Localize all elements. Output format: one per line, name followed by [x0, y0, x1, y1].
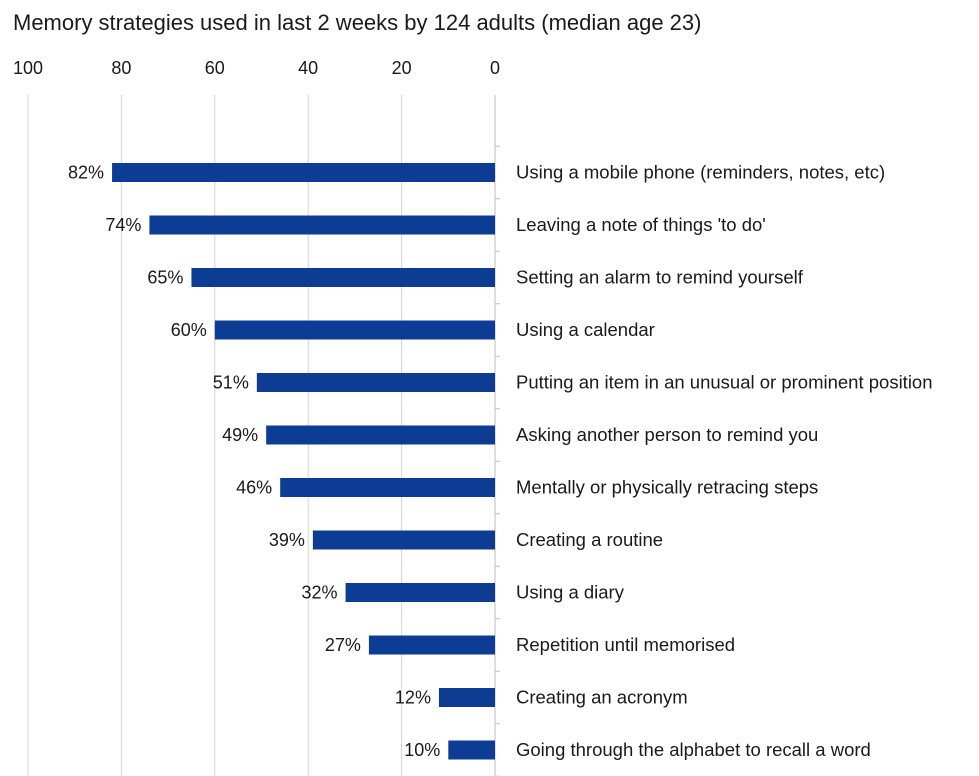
data-label: 49% [222, 425, 258, 445]
bar [149, 215, 496, 235]
category-label: Leaving a note of things 'to do' [516, 214, 766, 235]
bar [312, 530, 495, 550]
category-label: Asking another person to remind you [516, 424, 818, 445]
bar [214, 320, 496, 340]
data-label: 27% [325, 635, 361, 655]
data-label: 82% [68, 163, 104, 183]
x-tick-label: 40 [298, 58, 318, 78]
x-tick-label: 0 [490, 58, 500, 78]
x-tick-label: 20 [392, 58, 412, 78]
bar [191, 268, 495, 287]
data-label: 39% [269, 530, 305, 550]
bar [368, 635, 495, 655]
category-label: Going through the alphabet to recall a w… [516, 739, 871, 760]
data-label: 12% [395, 688, 431, 708]
category-label: Repetition until memorised [516, 634, 735, 655]
category-label: Using a diary [516, 582, 625, 603]
category-label: Mentally or physically retracing steps [516, 477, 818, 498]
data-label: 32% [302, 583, 338, 603]
category-label: Creating a routine [516, 529, 663, 550]
bar [112, 163, 495, 182]
bar-series: 82% Using a mobile phone (reminders, note… [68, 162, 932, 761]
bar [345, 583, 495, 602]
bar [448, 740, 495, 760]
category-label: Using a mobile phone (reminders, notes, … [516, 162, 885, 183]
data-label: 60% [171, 320, 207, 340]
x-tick-label: 100 [13, 58, 43, 78]
category-label: Creating an acronym [516, 687, 688, 708]
x-axis-ticks: 100 80 60 40 20 0 [13, 58, 500, 78]
x-tick-label: 60 [205, 58, 225, 78]
bar [438, 688, 495, 707]
bar [256, 373, 495, 392]
category-label: Using a calendar [516, 319, 655, 340]
data-label: 74% [105, 215, 141, 235]
chart-title: Memory strategies used in last 2 weeks b… [13, 10, 701, 35]
bar [266, 425, 495, 445]
x-tick-label: 80 [111, 58, 131, 78]
data-label: 10% [404, 740, 440, 760]
category-label: Setting an alarm to remind yourself [516, 267, 804, 288]
bar [280, 478, 495, 497]
data-label: 46% [236, 478, 272, 498]
data-label: 51% [213, 373, 249, 393]
category-label: Putting an item in an unusual or promine… [516, 372, 933, 393]
data-label: 65% [147, 268, 183, 288]
